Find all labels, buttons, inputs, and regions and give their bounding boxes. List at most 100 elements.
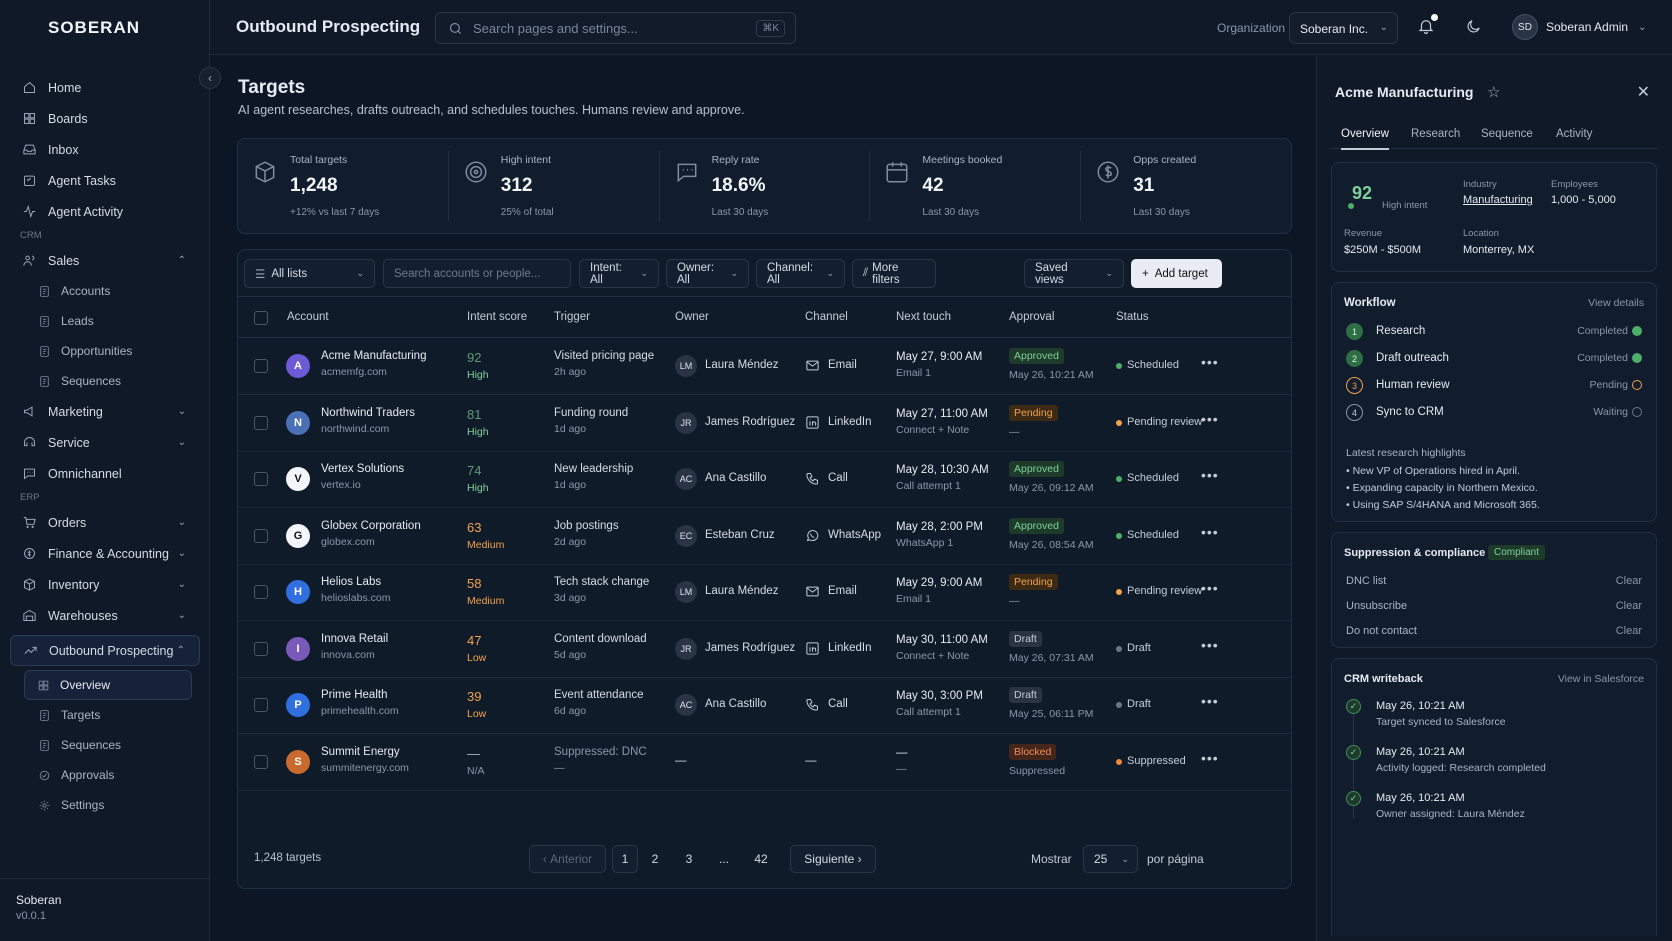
- sidebar-item-sales[interactable]: Sales ⌃: [10, 245, 200, 276]
- sidebar-item-marketing[interactable]: Marketing ⌄: [10, 396, 200, 427]
- sidebar-item-service[interactable]: Service ⌄: [10, 427, 200, 458]
- industry-value[interactable]: Manufacturing: [1463, 194, 1533, 206]
- row-checkbox[interactable]: [254, 641, 268, 656]
- column-header[interactable]: Channel: [805, 311, 848, 323]
- view-in-salesforce-link[interactable]: View in Salesforce: [1557, 673, 1644, 685]
- lists-select[interactable]: ☰ All lists ⌄: [244, 259, 375, 288]
- column-header[interactable]: Next touch: [896, 311, 951, 323]
- step-status: Waiting: [1593, 406, 1628, 418]
- sidebar-subitem-leads[interactable]: Leads: [10, 306, 200, 336]
- sidebar-subitem-accounts[interactable]: Accounts: [10, 276, 200, 306]
- table-row[interactable]: A Acme Manufacturing acmemfg.com 92 High…: [238, 338, 1291, 395]
- sidebar-item-inventory[interactable]: Inventory ⌄: [10, 569, 200, 600]
- tab-research[interactable]: Research: [1411, 128, 1461, 140]
- account-name[interactable]: Acme Manufacturing: [321, 350, 427, 362]
- row-checkbox[interactable]: [254, 472, 268, 486]
- more-icon[interactable]: •••: [1201, 749, 1219, 766]
- row-checkbox[interactable]: [254, 415, 268, 430]
- global-search-input[interactable]: Search pages and settings... ⌘K: [435, 12, 796, 44]
- row-checkbox[interactable]: [254, 528, 268, 543]
- column-header[interactable]: Account: [287, 311, 329, 323]
- intent-filter[interactable]: Intent: All ⌄: [579, 259, 659, 288]
- tab-activity[interactable]: Activity: [1556, 128, 1593, 140]
- collapse-sidebar-button[interactable]: ‹: [199, 67, 221, 89]
- column-header[interactable]: Owner: [675, 311, 709, 323]
- table-row[interactable]: H Helios Labs helioslabs.com 58 Medium T…: [238, 564, 1291, 621]
- theme-toggle-button[interactable]: [1465, 18, 1482, 40]
- add-target-button[interactable]: + Add target: [1131, 259, 1222, 288]
- column-header[interactable]: Intent score: [467, 311, 528, 323]
- sidebar-subitem-opportunities[interactable]: Opportunities: [10, 336, 200, 366]
- select-all-checkbox[interactable]: [254, 311, 268, 325]
- table-row[interactable]: P Prime Health primehealth.com 39 Low Ev…: [238, 677, 1291, 734]
- more-icon[interactable]: •••: [1201, 410, 1219, 427]
- tab-sequence[interactable]: Sequence: [1481, 128, 1533, 140]
- table-row[interactable]: I Innova Retail innova.com 47 Low Conten…: [238, 621, 1291, 678]
- view-details-link[interactable]: View details: [1588, 297, 1644, 309]
- sidebar-item-agent-tasks[interactable]: Agent Tasks: [10, 165, 200, 196]
- next-page-button[interactable]: Siguiente ›: [790, 845, 876, 873]
- previous-page-button[interactable]: ‹ Anterior: [529, 845, 606, 873]
- account-name[interactable]: Prime Health: [321, 689, 388, 701]
- organization-select[interactable]: Soberan Inc. ⌄: [1289, 12, 1398, 44]
- table-row[interactable]: S Summit Energy summitenergy.com — N/A S…: [238, 734, 1291, 791]
- sidebar-item-inbox[interactable]: Inbox: [10, 134, 200, 165]
- sidebar-item-orders[interactable]: Orders ⌄: [10, 507, 200, 538]
- sidebar-subitem-sequences[interactable]: Sequences: [10, 366, 200, 396]
- account-name[interactable]: Northwind Traders: [321, 406, 415, 419]
- more-icon[interactable]: •••: [1201, 523, 1219, 540]
- table-row[interactable]: N Northwind Traders northwind.com 81 Hig…: [238, 395, 1291, 452]
- row-checkbox[interactable]: [254, 585, 268, 599]
- table-row[interactable]: G Globex Corporation globex.com 63 Mediu…: [238, 508, 1291, 565]
- row-checkbox[interactable]: [254, 359, 268, 373]
- sidebar-item-outbound-prospecting[interactable]: Outbound Prospecting ⌃: [10, 635, 200, 666]
- more-filters-button[interactable]: ⫽ More filters: [852, 259, 936, 288]
- sidebar-item-label: Inventory: [48, 577, 100, 592]
- sidebar-item-omnichannel[interactable]: Omnichannel: [10, 458, 200, 489]
- sidebar-item-home[interactable]: Home: [10, 72, 200, 103]
- account-name[interactable]: Globex Corporation: [321, 519, 421, 532]
- more-icon[interactable]: •••: [1201, 636, 1219, 653]
- sidebar-item-finance-accounting[interactable]: Finance & Accounting ⌄: [10, 538, 200, 569]
- sidebar-item-boards[interactable]: Boards: [10, 103, 200, 134]
- approval-date: May 26, 07:31 AM: [1009, 651, 1094, 664]
- sidebar-subitem-sequences[interactable]: Sequences: [10, 730, 200, 760]
- page-button[interactable]: 42: [754, 852, 768, 866]
- row-checkbox[interactable]: [254, 698, 268, 712]
- row-checkbox[interactable]: [254, 754, 268, 769]
- more-icon[interactable]: •••: [1201, 354, 1219, 370]
- table-row[interactable]: V Vertex Solutions vertex.io 74 High New…: [238, 451, 1291, 508]
- saved-views-label: Saved views: [1035, 261, 1068, 286]
- user-menu[interactable]: SD Soberan Admin ⌄: [1512, 14, 1646, 40]
- account-name[interactable]: Innova Retail: [321, 632, 389, 645]
- notifications-button[interactable]: [1417, 14, 1438, 37]
- sidebar-item-warehouses[interactable]: Warehouses ⌄: [10, 600, 200, 631]
- sidebar-subitem-overview[interactable]: Overview: [24, 670, 192, 700]
- account-name[interactable]: Vertex Solutions: [321, 463, 405, 475]
- page-button[interactable]: 2: [651, 852, 659, 866]
- channel-filter[interactable]: Channel: All ⌄: [756, 259, 845, 288]
- account-name[interactable]: Helios Labs: [321, 576, 382, 588]
- more-icon[interactable]: •••: [1201, 467, 1219, 483]
- column-header[interactable]: Approval: [1009, 311, 1055, 323]
- accounts-search-input[interactable]: Search accounts or people...: [383, 259, 571, 288]
- page-size-select[interactable]: 25 ⌄: [1083, 845, 1138, 873]
- sidebar-subitem-settings[interactable]: Settings: [10, 790, 200, 820]
- account-name[interactable]: Summit Energy: [321, 745, 400, 758]
- more-icon[interactable]: •••: [1201, 693, 1219, 709]
- tab-overview[interactable]: Overview: [1341, 128, 1389, 150]
- owner-filter[interactable]: Owner: All ⌄: [666, 259, 749, 288]
- saved-views-select[interactable]: Saved views ⌄: [1024, 259, 1124, 288]
- more-icon[interactable]: •••: [1201, 580, 1219, 596]
- page-button[interactable]: 3: [685, 852, 693, 866]
- sidebar-subitem-targets[interactable]: Targets: [10, 700, 200, 730]
- stat-subtext: 25% of total: [500, 207, 554, 218]
- sidebar-subitem-approvals[interactable]: Approvals: [10, 760, 200, 790]
- column-header[interactable]: Status: [1116, 311, 1149, 323]
- page-button[interactable]: 1: [612, 845, 638, 873]
- column-header[interactable]: Trigger: [554, 311, 590, 323]
- star-icon[interactable]: ☆: [1487, 84, 1501, 101]
- sidebar-item-agent-activity[interactable]: Agent Activity: [10, 196, 200, 227]
- target-icon: [465, 161, 487, 183]
- close-icon[interactable]: ✕: [1636, 84, 1650, 101]
